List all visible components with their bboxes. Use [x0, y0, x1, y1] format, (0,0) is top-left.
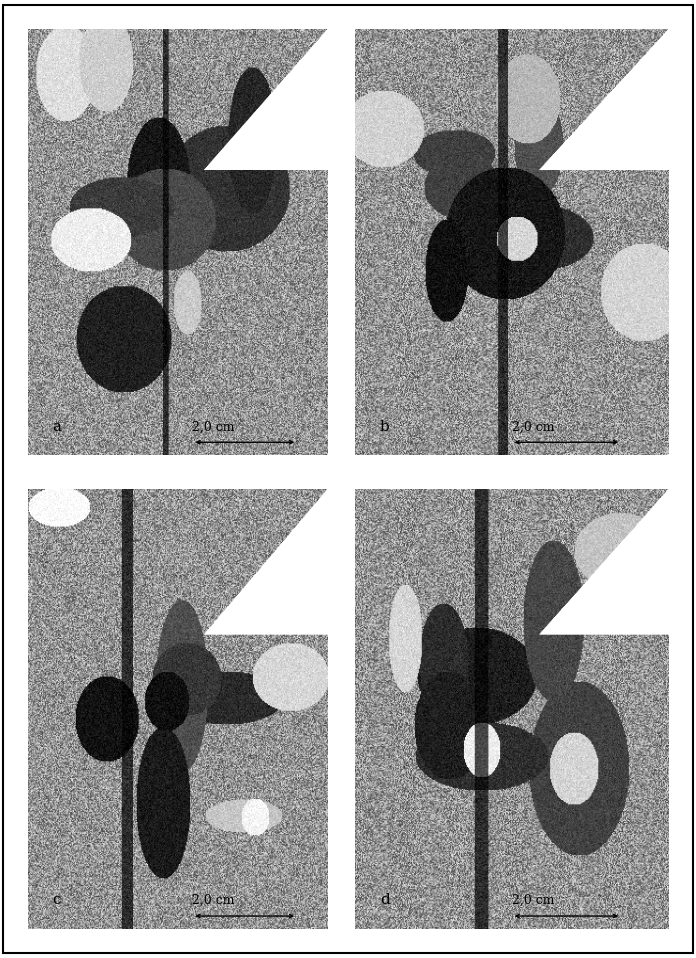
Text: 2,0 cm: 2,0 cm [512, 894, 554, 907]
Text: a: a [52, 420, 61, 434]
Text: 2,0 cm: 2,0 cm [193, 894, 235, 907]
Text: 2,0 cm: 2,0 cm [512, 421, 554, 434]
Text: d: d [380, 893, 390, 907]
Text: b: b [380, 420, 390, 434]
Text: c: c [52, 893, 61, 907]
Text: 2,0 cm: 2,0 cm [193, 421, 235, 434]
